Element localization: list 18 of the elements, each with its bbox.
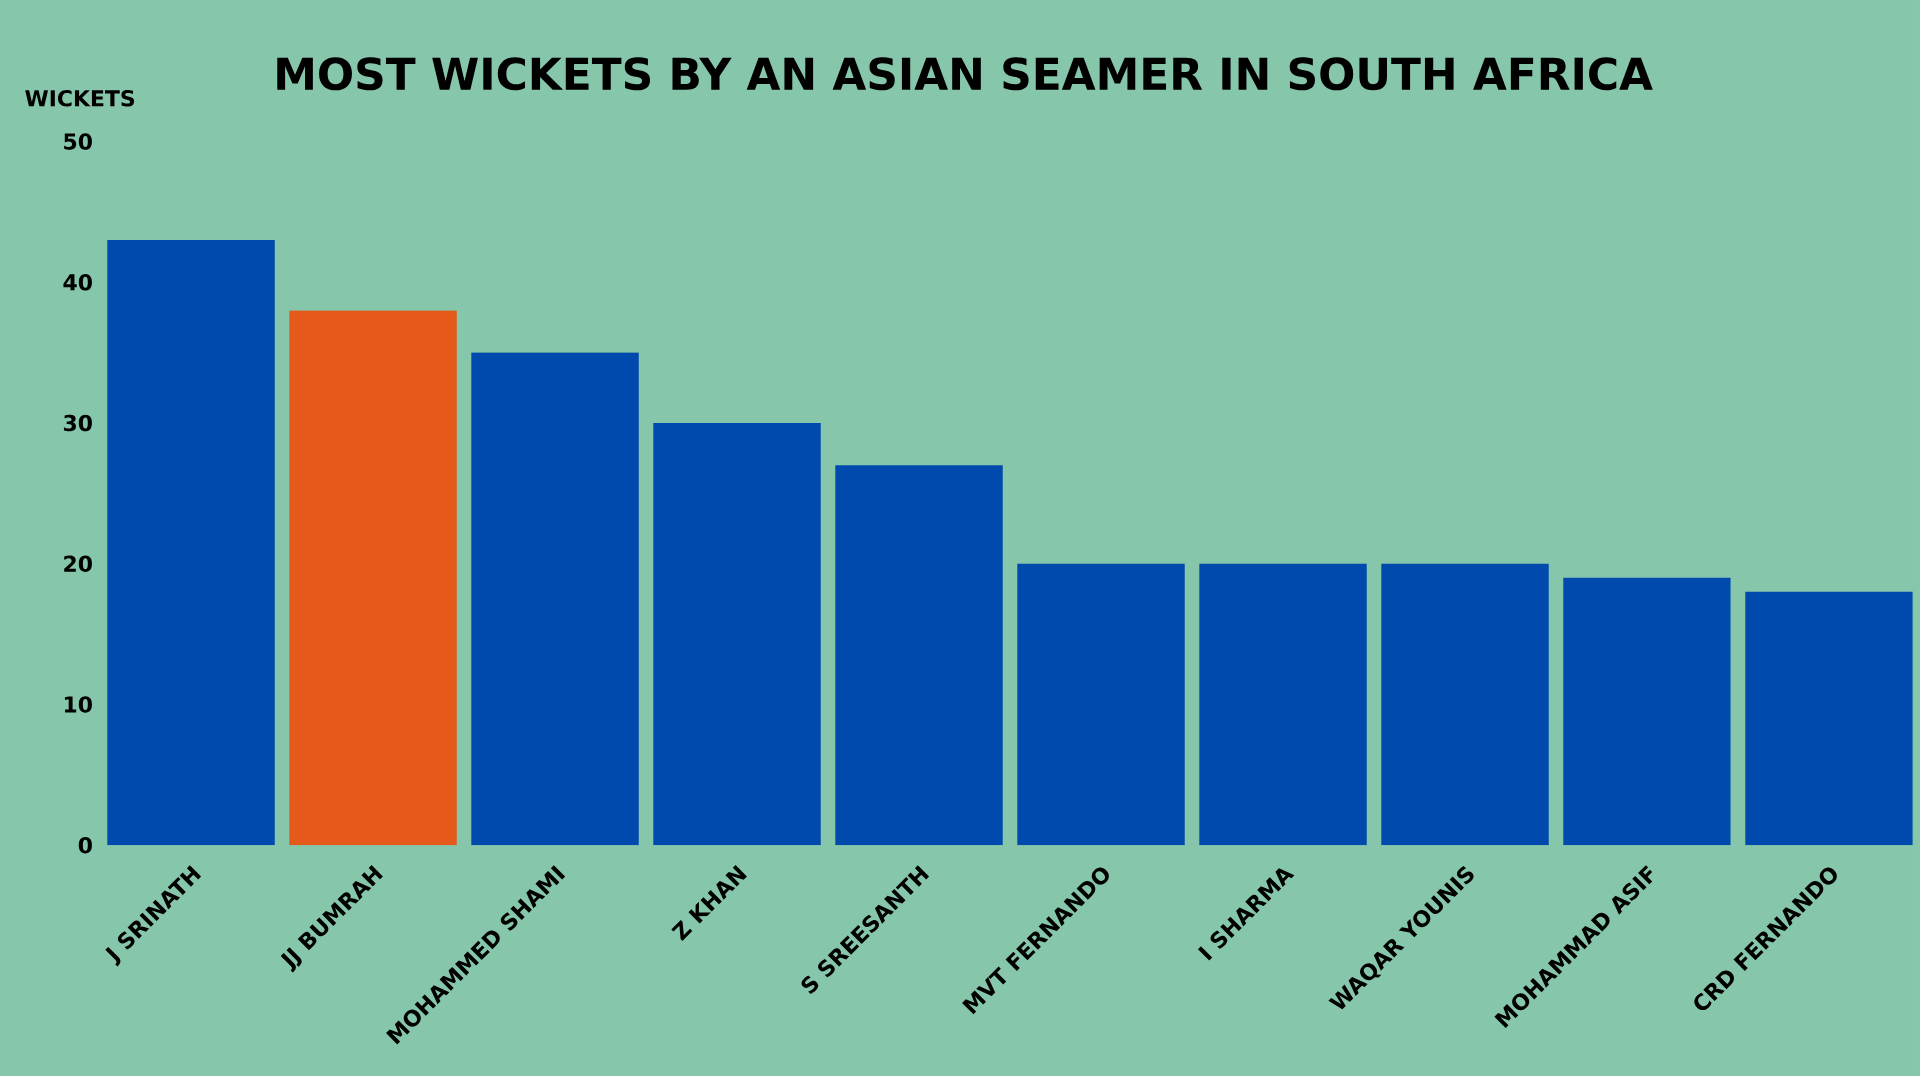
y-tick-label: 20 bbox=[64, 555, 92, 572]
y-axis-title: WICKETS bbox=[25, 89, 135, 107]
y-tick-label: 40 bbox=[63, 273, 92, 291]
bar bbox=[1017, 563, 1185, 845]
y-tick-label: 0 bbox=[78, 836, 92, 854]
bar bbox=[289, 310, 457, 845]
bar bbox=[471, 352, 639, 845]
bar bbox=[1563, 577, 1731, 845]
bar bbox=[653, 422, 821, 845]
chart-title: MOST WICKETS BY AN ASIAN SEAMER IN SOUTH AFRICA bbox=[277, 56, 1653, 91]
bar bbox=[1199, 563, 1367, 845]
y-tick-label: 30 bbox=[63, 414, 92, 432]
bar bbox=[1745, 591, 1913, 845]
y-tick-label: 10 bbox=[64, 695, 92, 713]
y-tick-label: 50 bbox=[64, 133, 92, 150]
bar bbox=[107, 239, 275, 845]
bar bbox=[835, 465, 1003, 845]
bar bbox=[1381, 563, 1549, 845]
